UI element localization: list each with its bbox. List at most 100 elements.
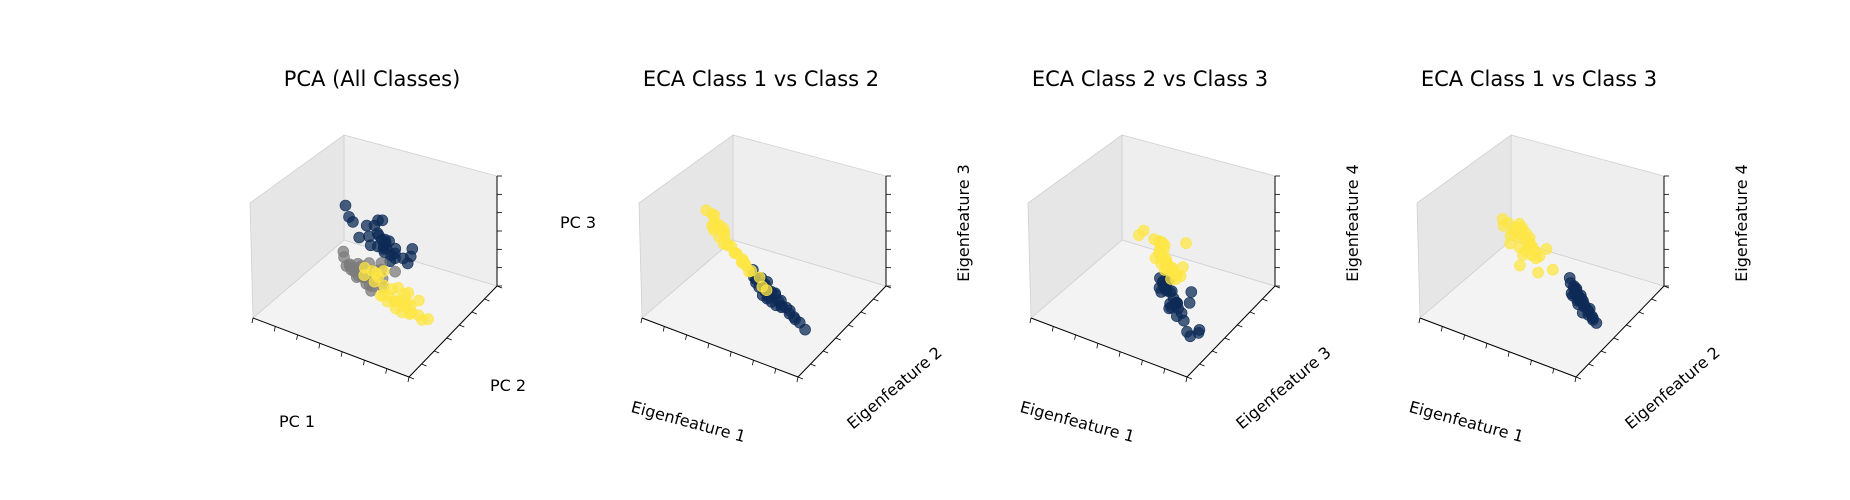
- x-axis-label: PC 1: [279, 412, 315, 431]
- scatter-points: [700, 204, 811, 336]
- x-tick: [707, 343, 710, 349]
- x-tick: [1141, 360, 1143, 366]
- data-point-class1: [368, 219, 381, 232]
- data-point-class3: [1180, 237, 1192, 249]
- y-tick: [433, 350, 440, 354]
- data-point-class3: [1510, 221, 1522, 234]
- y-axis-label: Eigenfeature 2: [1621, 343, 1723, 433]
- data-point-class3: [760, 284, 773, 297]
- y-tick: [1186, 376, 1193, 380]
- x-tick: [273, 326, 276, 332]
- x-axis-line: [1030, 317, 1188, 378]
- data-point-class3: [1524, 238, 1536, 251]
- data-point-class1: [401, 257, 414, 270]
- y-axis-line: [1186, 285, 1276, 378]
- y-tick: [459, 324, 465, 328]
- x-tick: [1096, 343, 1099, 349]
- x-tick: [1463, 334, 1465, 340]
- x-tick: [1118, 351, 1121, 357]
- x-tick: [1074, 334, 1076, 340]
- data-point-class3: [378, 279, 390, 292]
- data-point-class1: [1170, 296, 1183, 309]
- subplot-eca-2-vs-3: ECA Class 2 vs Class 3 Eigenfeature 1 Ei…: [1018, 67, 1362, 446]
- y-axis-line: [408, 285, 498, 378]
- y-tick: [1613, 337, 1619, 341]
- y-tick: [1638, 311, 1645, 315]
- x-tick: [1185, 376, 1188, 383]
- x-tick: [1163, 368, 1166, 374]
- data-point-class3: [1137, 224, 1150, 237]
- data-point-class3: [745, 264, 758, 277]
- y-axis-line: [1575, 285, 1665, 378]
- data-point-class1: [353, 231, 366, 244]
- subplot-pca: PCA (All Classes) PC 1 PC 2 PC 3: [249, 67, 596, 431]
- x-tick: [1418, 317, 1421, 324]
- x-tick: [296, 334, 298, 340]
- y-axis-line: [797, 285, 887, 378]
- y-tick: [408, 376, 415, 380]
- chart-title: ECA Class 2 vs Class 3: [1032, 67, 1268, 91]
- data-point-class1: [780, 301, 793, 314]
- scatter-points: [1496, 213, 1603, 329]
- y-axis-label: PC 2: [490, 376, 526, 395]
- y-tick: [1237, 324, 1243, 328]
- y-tick: [1600, 350, 1607, 354]
- y-tick: [1211, 350, 1218, 354]
- data-point-class1: [1576, 293, 1588, 305]
- x-tick: [385, 368, 388, 374]
- chart-title: ECA Class 1 vs Class 3: [1421, 67, 1657, 91]
- data-point-class1: [1178, 314, 1190, 327]
- data-point-class3: [1547, 263, 1559, 276]
- chart-title: PCA (All Classes): [284, 67, 461, 91]
- axes-panes: [638, 134, 892, 383]
- x-tick: [662, 326, 665, 332]
- data-point-class1: [343, 211, 355, 223]
- data-point-class3: [1504, 237, 1516, 250]
- data-point-class1: [406, 243, 419, 255]
- x-axis-label: Eigenfeature 1: [1407, 397, 1526, 446]
- x-tick: [796, 376, 799, 383]
- y-tick: [810, 363, 816, 367]
- x-tick: [752, 360, 754, 366]
- scatter-points: [337, 199, 434, 326]
- data-point-class3: [1532, 266, 1544, 279]
- z-axis-label: Eigenfeature 3: [954, 164, 973, 282]
- x-tick: [1029, 317, 1032, 324]
- data-point-class1: [1185, 286, 1198, 298]
- x-tick: [340, 351, 343, 357]
- x-tick: [640, 317, 643, 324]
- side-pane: [1027, 134, 1123, 319]
- x-tick: [685, 334, 687, 340]
- y-tick: [797, 376, 804, 380]
- x-tick: [1051, 326, 1054, 332]
- x-tick: [318, 343, 321, 349]
- data-point-class2: [337, 245, 350, 258]
- data-point-class3: [1497, 220, 1510, 232]
- data-point-class1: [793, 316, 806, 329]
- y-tick: [471, 311, 478, 315]
- data-point-class3: [392, 281, 405, 294]
- y-tick: [446, 337, 452, 341]
- y-axis-label: Eigenfeature 2: [843, 343, 945, 433]
- data-point-class1: [339, 199, 352, 212]
- y-tick: [1249, 311, 1256, 315]
- z-axis-label: PC 3: [560, 213, 596, 232]
- y-tick: [835, 337, 841, 341]
- x-tick: [774, 368, 777, 374]
- data-point-class3: [398, 300, 411, 313]
- y-tick: [1199, 363, 1205, 367]
- data-point-class2: [389, 265, 401, 278]
- x-tick: [1507, 351, 1510, 357]
- y-axis-label: Eigenfeature 3: [1232, 343, 1334, 433]
- x-axis-label: Eigenfeature 1: [629, 397, 748, 446]
- z-axis-label: Eigenfeature 4: [1732, 164, 1751, 282]
- data-point-class3: [358, 261, 371, 274]
- data-point-class3: [1514, 259, 1526, 272]
- axes-panes: [249, 134, 503, 383]
- data-point-class3: [1166, 265, 1179, 278]
- x-axis-line: [1419, 317, 1577, 378]
- data-point-class3: [381, 295, 394, 308]
- x-axis-label: Eigenfeature 1: [1018, 397, 1137, 446]
- axes-panes: [1416, 134, 1670, 383]
